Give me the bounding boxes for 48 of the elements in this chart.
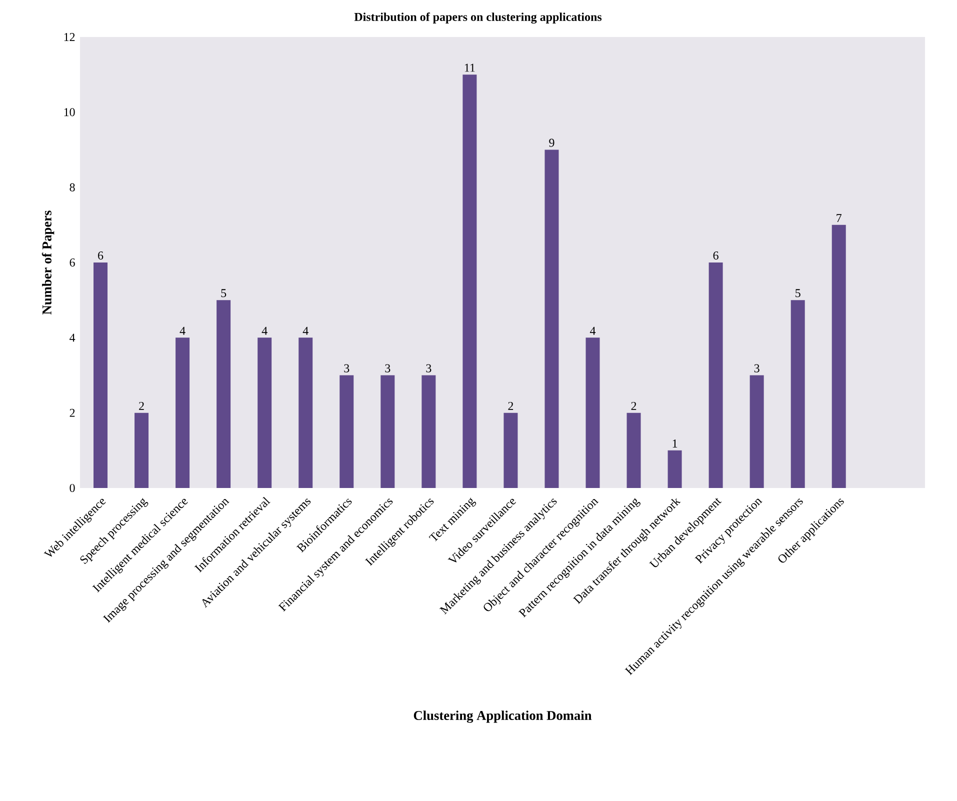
bar bbox=[176, 338, 190, 488]
bar bbox=[544, 150, 559, 488]
data-label: 5 bbox=[221, 289, 226, 298]
data-label: 4 bbox=[590, 326, 596, 335]
bar bbox=[504, 412, 518, 488]
data-label: 7 bbox=[836, 214, 842, 222]
data-label: 3 bbox=[754, 364, 760, 372]
data-label: 2 bbox=[508, 402, 514, 410]
data-label: 6 bbox=[98, 252, 104, 260]
data-label: 2 bbox=[139, 402, 144, 410]
y-tick-label: 8 bbox=[70, 183, 75, 192]
y-tick-label: 12 bbox=[64, 33, 75, 41]
data-label: 2 bbox=[631, 402, 636, 410]
data-label: 9 bbox=[549, 138, 554, 147]
x-axis-title: Clustering Application Domain bbox=[414, 710, 592, 723]
bar bbox=[258, 338, 272, 488]
bar bbox=[216, 300, 231, 488]
data-label: 3 bbox=[344, 364, 350, 372]
y-tick-label: 6 bbox=[70, 258, 75, 267]
data-label: 4 bbox=[302, 326, 308, 335]
y-tick-label: 4 bbox=[70, 334, 76, 342]
y-tick-label: 0 bbox=[70, 484, 75, 492]
chart-title: Distribution of papers on clustering applications bbox=[354, 12, 602, 24]
data-label: 5 bbox=[796, 289, 800, 298]
bar bbox=[586, 338, 600, 488]
bar bbox=[380, 375, 395, 488]
y-tick-label: 10 bbox=[64, 108, 75, 116]
data-label: 4 bbox=[180, 326, 186, 335]
bar bbox=[134, 412, 149, 488]
data-label: 6 bbox=[713, 252, 718, 260]
bar bbox=[790, 300, 805, 488]
bar bbox=[832, 224, 846, 488]
data-label: 1 bbox=[672, 440, 678, 448]
bar bbox=[462, 74, 477, 488]
bar bbox=[668, 450, 682, 488]
data-label: 3 bbox=[385, 364, 390, 372]
data-label: 4 bbox=[262, 326, 268, 335]
y-axis-title: Number of Papers bbox=[42, 210, 54, 314]
bar bbox=[340, 375, 354, 488]
bar bbox=[422, 375, 436, 488]
data-label: 3 bbox=[426, 364, 432, 372]
bar bbox=[626, 412, 641, 488]
bar bbox=[750, 375, 764, 488]
data-label: 11 bbox=[464, 64, 475, 72]
bar bbox=[94, 262, 108, 488]
bar bbox=[708, 262, 723, 488]
bar bbox=[298, 338, 313, 488]
y-tick-label: 2 bbox=[70, 408, 75, 417]
